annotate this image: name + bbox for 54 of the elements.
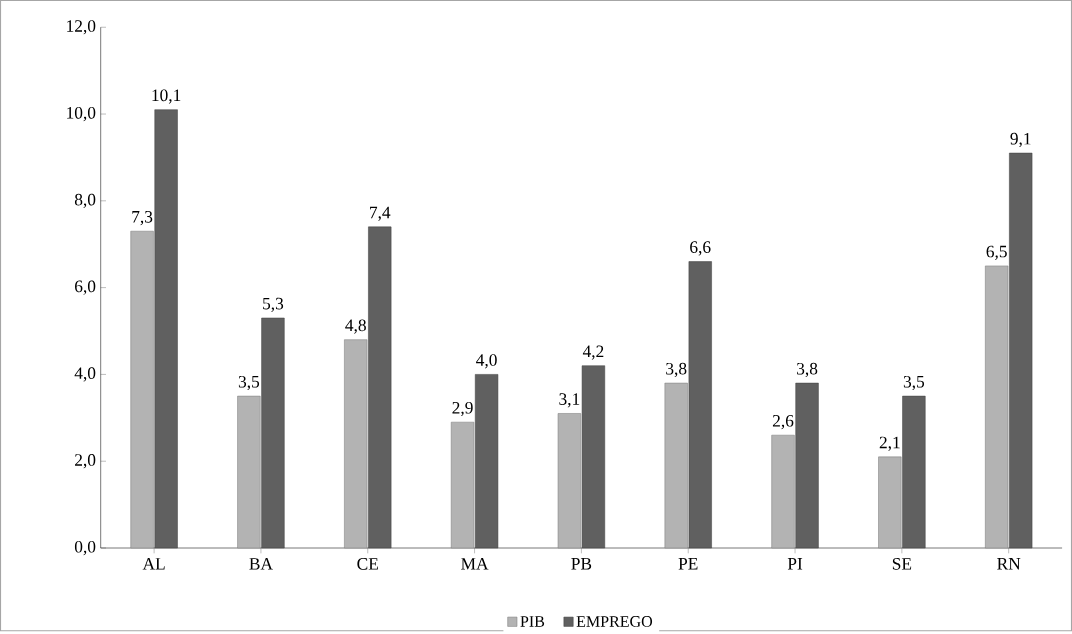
data-label: 3,5 (238, 375, 260, 391)
x-tick-label: PB (571, 558, 592, 570)
data-label: 10,1 (152, 89, 181, 104)
bar (130, 230, 154, 549)
y-tick-label: 12,0 (67, 20, 96, 35)
bar (344, 339, 368, 549)
x-tick-label: PE (678, 558, 698, 570)
bar (902, 395, 926, 549)
y-tick-label: 4,0 (74, 367, 96, 382)
data-label: 4,8 (345, 319, 366, 334)
bar (1009, 152, 1033, 549)
y-tick-label: 10,0 (67, 106, 96, 122)
data-label: 2,6 (772, 414, 794, 430)
x-tick-label: SE (892, 558, 912, 570)
data-label: 4,2 (582, 345, 604, 360)
data-label: 4,0 (476, 354, 497, 369)
x-tick-label: BA (249, 558, 273, 570)
bar (664, 382, 688, 549)
data-label: 7,4 (370, 206, 391, 221)
data-label: 3,8 (666, 362, 687, 378)
legend-label: EMPREGO (576, 616, 653, 627)
data-label: 6,5 (986, 245, 1007, 260)
bar (795, 382, 819, 549)
legend-label: PIB (520, 616, 545, 627)
data-label: 2,9 (452, 401, 473, 417)
bar (771, 434, 795, 549)
data-label: 2,1 (879, 436, 900, 451)
bar (688, 261, 712, 549)
data-label: 3,5 (903, 375, 925, 391)
y-tick-label: 8,0 (74, 193, 96, 208)
x-tick-label: RN (997, 558, 1021, 570)
data-label: 7,3 (132, 210, 153, 226)
bar (154, 109, 178, 549)
y-tick-label: 0,0 (74, 540, 96, 556)
x-tick-label: CE (357, 558, 378, 570)
bar (581, 365, 606, 549)
bar (557, 413, 581, 549)
x-tick-label: PI (787, 558, 803, 570)
bar (237, 395, 261, 549)
data-label: 5,3 (263, 297, 284, 312)
x-tick-label: AL (142, 558, 165, 570)
y-tick-label: 2,0 (75, 454, 96, 469)
bar (368, 226, 392, 549)
bar (450, 421, 475, 549)
data-label: 6,6 (690, 241, 711, 256)
data-label: 3,1 (559, 393, 580, 408)
data-label: 3,8 (797, 362, 818, 378)
bar (878, 456, 902, 549)
bar (261, 317, 285, 549)
bar (474, 374, 499, 549)
bar (985, 265, 1009, 549)
data-label: 9,1 (1010, 132, 1031, 148)
x-tick-label: MA (461, 558, 489, 570)
y-tick-label: 6,0 (75, 280, 96, 295)
